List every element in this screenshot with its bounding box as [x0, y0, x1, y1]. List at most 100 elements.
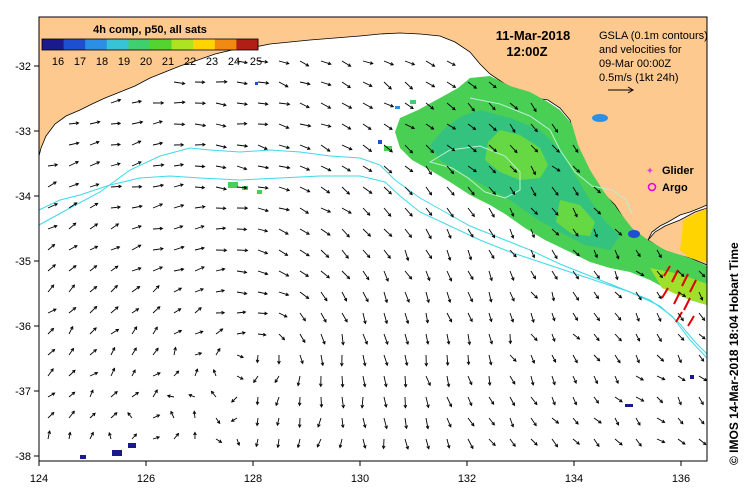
velocity-arrowhead — [327, 209, 332, 213]
velocity-arrowhead — [428, 235, 432, 240]
velocity-arrowhead — [50, 368, 54, 372]
velocity-arrowhead — [618, 232, 623, 236]
sst-speck — [112, 450, 122, 456]
velocity-arrow — [656, 291, 662, 299]
velocity-arrow — [446, 333, 450, 345]
velocity-arrow — [257, 186, 268, 189]
velocity-arrowhead — [574, 149, 579, 153]
velocity-arrow — [68, 222, 77, 230]
velocity-arrowhead — [680, 273, 685, 278]
velocity-arrow — [152, 326, 158, 335]
velocity-arrowhead — [405, 445, 410, 450]
cold-upwelling-spot — [628, 230, 640, 238]
velocity-arrowhead — [409, 213, 413, 217]
velocity-arrowhead — [448, 423, 452, 428]
velocity-arrowhead — [201, 266, 205, 270]
velocity-arrow — [47, 284, 54, 293]
legend: ✦ Glider Argo — [646, 165, 695, 194]
velocity-arrowhead — [244, 206, 249, 210]
velocity-arrowhead — [67, 431, 72, 436]
velocity-arrow — [425, 123, 434, 130]
velocity-arrow — [551, 312, 555, 321]
velocity-arrow — [467, 102, 475, 112]
velocity-arrow — [572, 207, 578, 217]
velocity-arrow — [275, 396, 280, 406]
velocity-arrow — [677, 354, 682, 363]
velocity-arrowhead — [305, 273, 310, 277]
velocity-arrow — [89, 306, 97, 314]
velocity-arrow — [110, 306, 119, 314]
velocity-arrow — [446, 375, 450, 387]
velocity-arrow — [152, 164, 164, 167]
velocity-arrowhead — [492, 106, 496, 111]
velocity-arrowhead — [306, 167, 311, 171]
velocity-arrow — [467, 123, 476, 130]
velocity-arrowhead — [468, 256, 473, 261]
velocity-arrow — [194, 266, 205, 272]
velocity-arrowhead — [160, 163, 165, 167]
velocity-arrow — [152, 248, 163, 251]
velocity-arrow — [89, 121, 100, 125]
velocity-arrowhead — [472, 126, 477, 131]
sst-speck — [228, 182, 238, 188]
velocity-arrow — [593, 438, 600, 447]
velocity-arrow — [256, 396, 259, 405]
velocity-arrow — [68, 265, 77, 272]
velocity-arrowhead — [264, 122, 269, 127]
velocity-arrowhead — [188, 393, 193, 398]
velocity-arrow — [551, 186, 559, 196]
velocity-arrowhead — [430, 149, 435, 154]
velocity-arrow — [572, 333, 580, 340]
velocity-arrow — [110, 99, 121, 104]
velocity-arrowhead — [202, 123, 207, 128]
colorbar-tick: 21 — [162, 56, 174, 68]
velocity-arrowhead — [93, 305, 98, 310]
velocity-arrowhead — [156, 436, 161, 440]
velocity-arrowhead — [425, 425, 430, 430]
velocity-arrow — [173, 347, 177, 356]
velocity-arrow — [236, 102, 248, 105]
velocity-arrow — [488, 291, 492, 302]
x-tick-label: 126 — [137, 473, 155, 485]
velocity-arrow — [89, 161, 100, 167]
velocity-arrowhead — [201, 164, 206, 169]
velocity-arrow — [467, 438, 474, 449]
velocity-arrowhead — [365, 276, 370, 281]
velocity-arrow — [509, 102, 518, 110]
velocity-arrowhead — [265, 81, 270, 85]
colorbar-tick: 24 — [228, 56, 240, 68]
colorbar-border — [41, 38, 259, 51]
y-tick-label: -36 — [15, 321, 31, 333]
velocity-arrow — [257, 228, 268, 232]
velocity-arrow — [446, 186, 455, 196]
velocity-arrow — [614, 438, 623, 446]
velocity-arrow — [299, 144, 311, 150]
velocity-arrow — [110, 265, 119, 272]
velocity-arrowhead — [306, 231, 310, 235]
velocity-arrow — [152, 203, 163, 209]
velocity-arrow — [551, 333, 556, 342]
velocity-arrow — [656, 438, 665, 443]
velocity-arrowhead — [406, 298, 410, 303]
velocity-arrowhead — [284, 84, 289, 88]
velocity-arrow — [215, 328, 223, 335]
velocity-arrowhead — [155, 285, 160, 289]
velocity-arrow — [446, 249, 451, 261]
velocity-arrow — [446, 354, 449, 366]
velocity-arrowhead — [286, 102, 291, 106]
velocity-arrow — [278, 186, 290, 191]
velocity-arrow — [467, 249, 472, 260]
velocity-arrowhead — [384, 320, 389, 325]
velocity-arrow — [320, 333, 326, 345]
velocity-arrow — [89, 327, 97, 335]
velocity-arrowhead — [216, 420, 221, 425]
velocity-arrowhead — [470, 276, 474, 281]
velocity-arrowhead — [306, 189, 311, 193]
velocity-arrowhead — [362, 444, 367, 449]
velocity-arrow — [572, 270, 579, 280]
velocity-arrow — [383, 249, 391, 259]
gsla-contour — [428, 145, 521, 199]
velocity-arrowhead — [551, 297, 556, 302]
velocity-arrow — [404, 249, 409, 261]
